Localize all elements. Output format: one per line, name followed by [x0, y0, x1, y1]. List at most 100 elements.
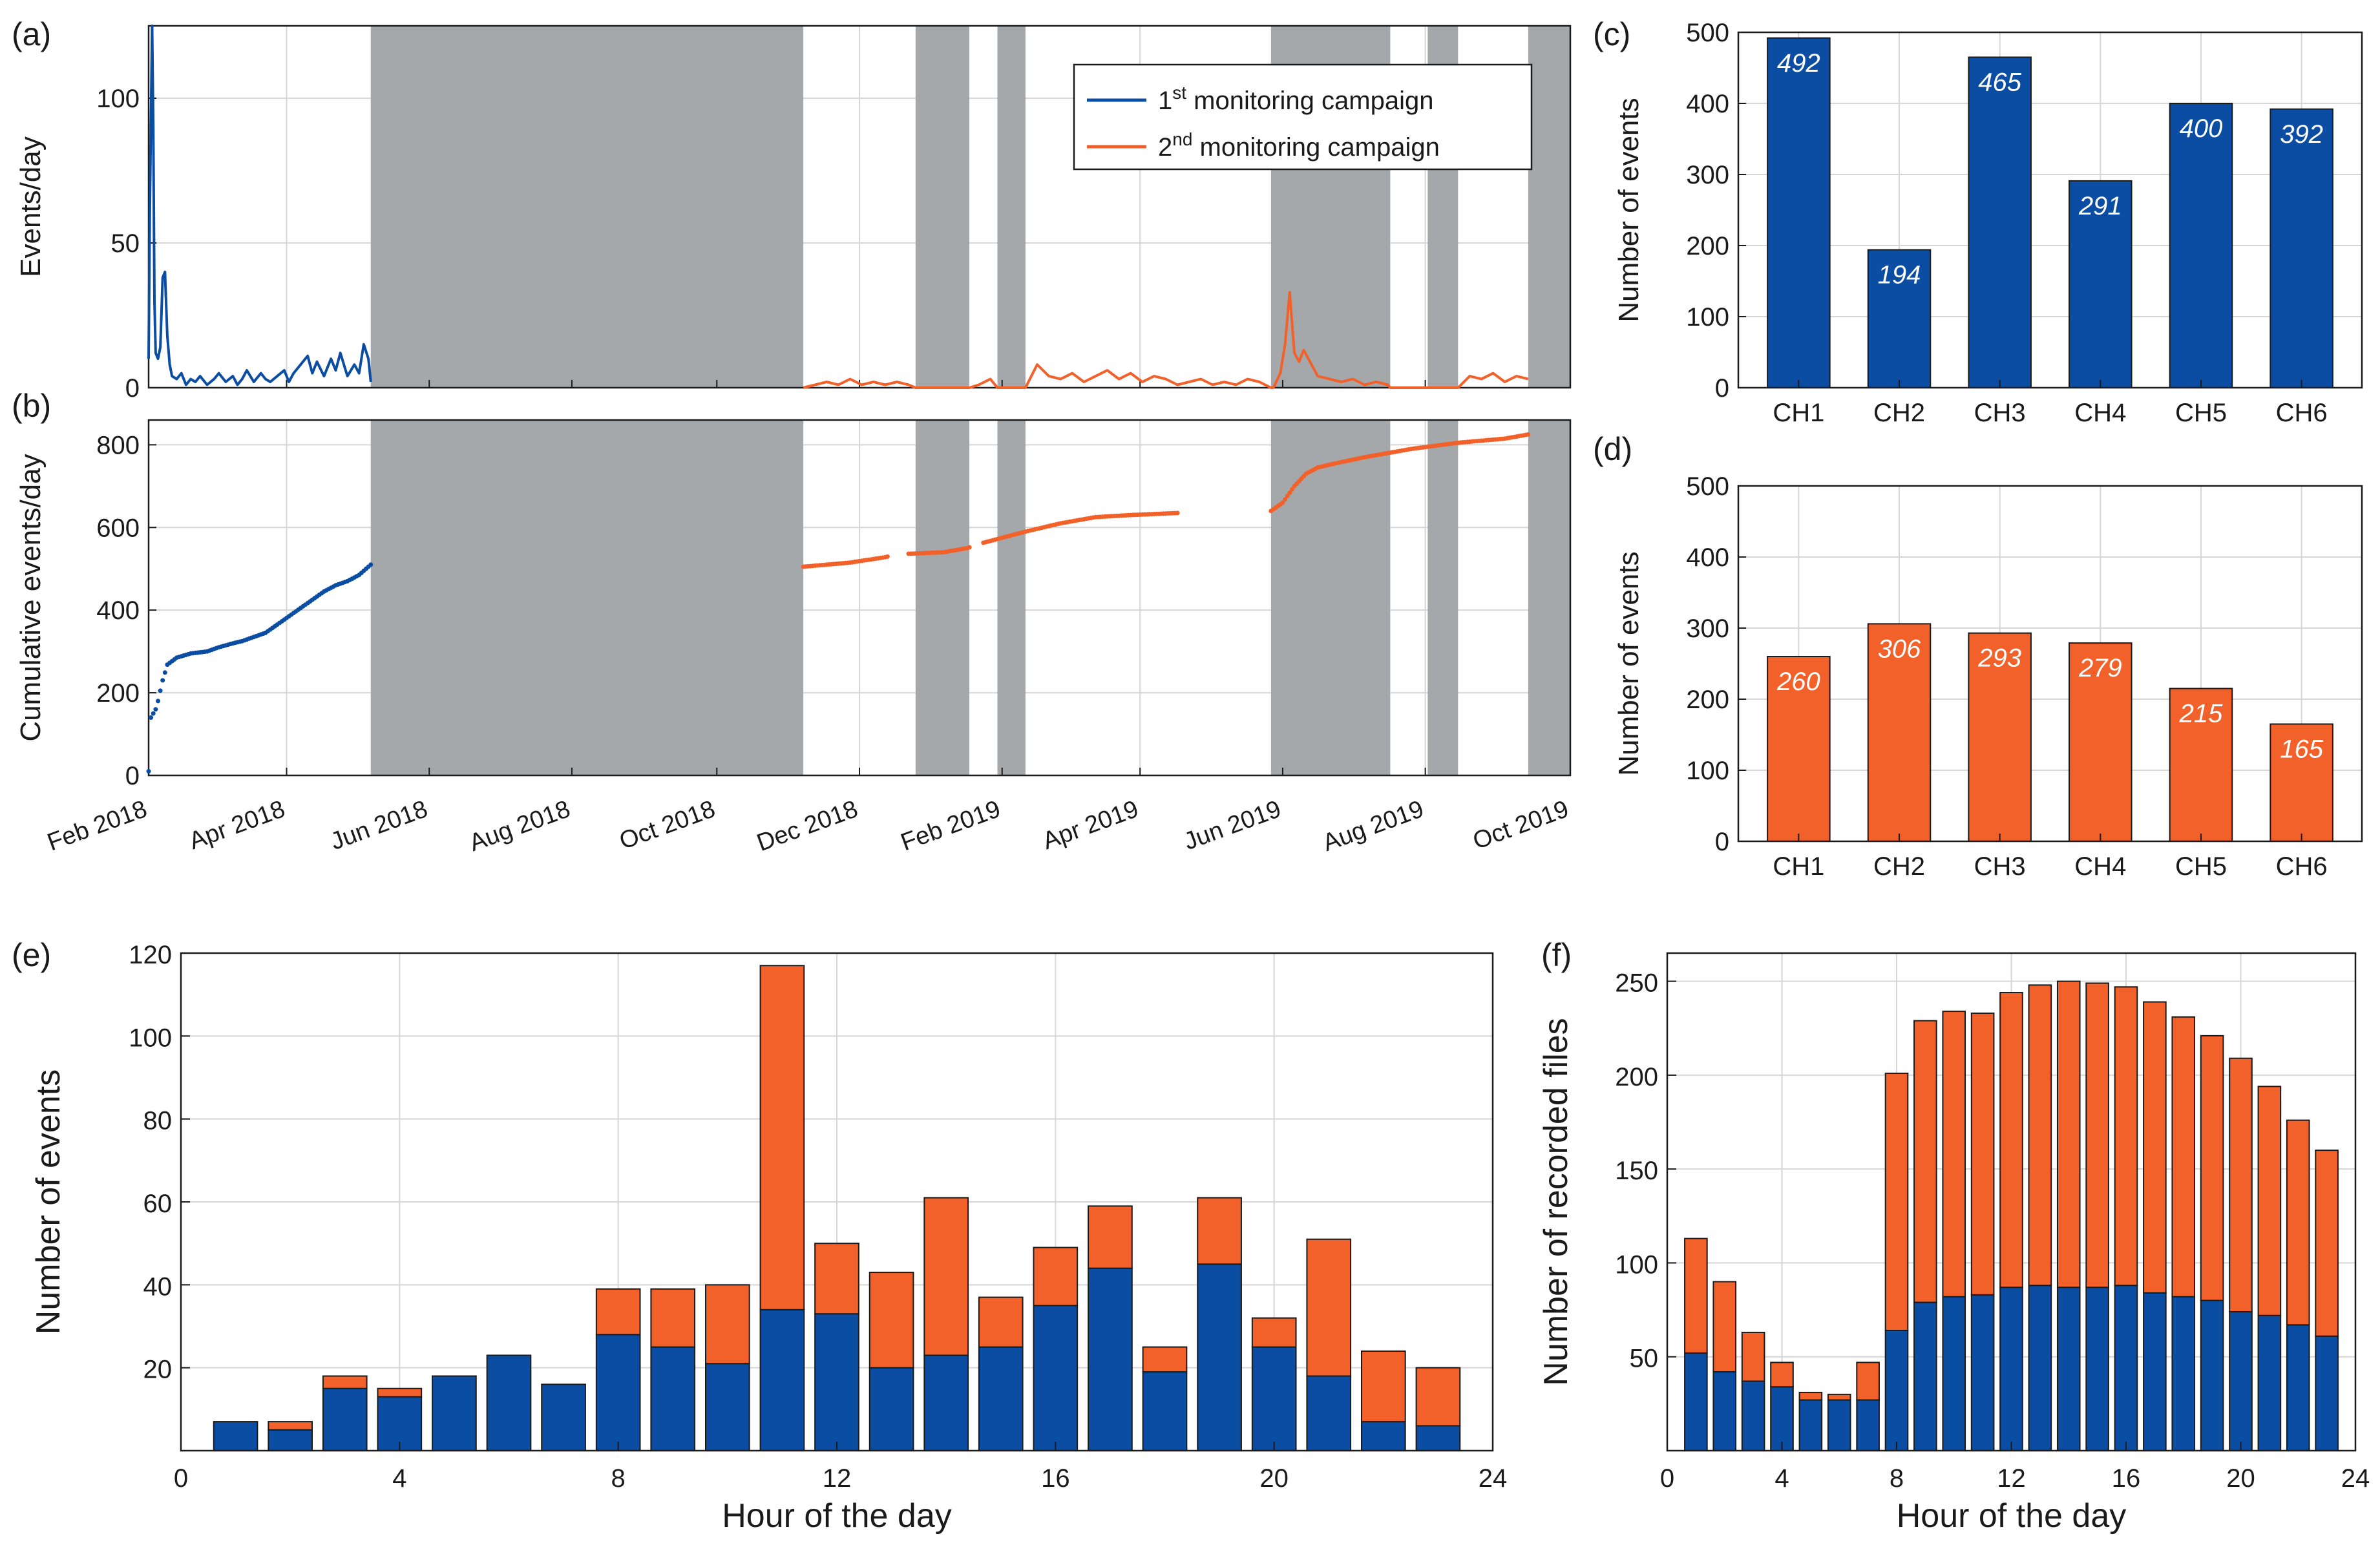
bar-2nd-campaign-hour-17	[1088, 1205, 1133, 1269]
x-axis-label: Hour of the day	[722, 1497, 952, 1535]
bar-1st-campaign-hour-15	[2085, 1287, 2109, 1451]
series-point-2	[885, 554, 890, 559]
bar-2nd-campaign-hour-12	[1999, 992, 2023, 1288]
series-line-2	[803, 291, 1529, 389]
bar-2nd-campaign-hour-23	[1415, 1367, 1461, 1427]
bar-1st-campaign-hour-23	[2315, 1335, 2339, 1451]
y-tick-label: 0	[1715, 374, 1729, 403]
bar-2nd-campaign-hour-1	[1684, 1237, 1708, 1354]
y-axis-label: Events/day	[15, 136, 47, 277]
bar-1st-campaign-hour-3	[322, 1387, 368, 1451]
bar-ch2	[1867, 249, 1932, 388]
bar-2nd-campaign-hour-3	[1741, 1331, 1765, 1382]
bar-1st-campaign-hour-9	[650, 1346, 696, 1451]
y-tick-label: 200	[1686, 686, 1729, 714]
y-tick-label: 20	[143, 1356, 173, 1384]
bar-1st-campaign-hour-18	[2171, 1296, 2196, 1451]
y-axis-label: Number of recorded files	[1537, 1018, 1575, 1385]
series-point-2	[1289, 487, 1294, 492]
x-tick-label: CH3	[1974, 852, 2026, 881]
y-tick-label: 100	[129, 1024, 172, 1052]
series-point-2	[1280, 500, 1285, 505]
series-line-1	[147, 25, 372, 386]
panel-label-e: (e)	[12, 937, 51, 973]
x-tick-label: 16	[1041, 1464, 1070, 1493]
series-point-2	[1285, 494, 1290, 499]
bar-1st-campaign-hour-17	[2143, 1292, 2167, 1452]
bar-1st-campaign-hour-12	[814, 1313, 859, 1451]
no-data-period	[370, 420, 804, 775]
bar-1st-campaign-hour-7	[1856, 1399, 1880, 1451]
bar-2nd-campaign-hour-2	[268, 1421, 313, 1431]
bar-1st-campaign-hour-16	[2114, 1285, 2138, 1451]
series-point-2	[1175, 510, 1180, 516]
axes-frame	[1737, 485, 2363, 843]
x-tick-label: CH3	[1974, 399, 2026, 427]
y-tick-label: 100	[1686, 303, 1729, 331]
panel-label-a: (a)	[12, 16, 51, 52]
bar-2nd-campaign-hour-17	[2143, 1001, 2167, 1294]
bar-2nd-campaign-hour-15	[978, 1296, 1024, 1348]
bar-1st-campaign-hour-1	[1684, 1352, 1708, 1452]
bar-value-label: 194	[1878, 261, 1921, 289]
y-tick-label: 400	[1686, 90, 1729, 118]
no-data-period	[1270, 420, 1391, 775]
bar-1st-campaign-hour-20	[2229, 1310, 2253, 1451]
panel-d-events-per-channel-2nd: 260 CH1 306 CH2 293 CH3 279 CH4 215 CH5 165 CH6 0 100…	[1613, 472, 2363, 881]
y-tick-label: 100	[96, 85, 140, 113]
bar-2nd-campaign-hour-21	[2257, 1086, 2282, 1316]
series-point-1	[156, 699, 160, 704]
x-tick-label: CH6	[2276, 399, 2328, 427]
bar-2nd-campaign-hour-18	[1142, 1346, 1188, 1373]
bar-ch1	[1767, 656, 1831, 842]
bar-2nd-campaign-hour-23	[2315, 1150, 2339, 1337]
series-point-1	[162, 670, 167, 675]
x-tick-label: Aug 2018	[466, 795, 574, 857]
bar-2nd-campaign-hour-12	[814, 1243, 859, 1315]
bar-2nd-campaign-hour-19	[2200, 1035, 2224, 1301]
x-tick-label: Apr 2018	[185, 795, 288, 855]
bar-ch5	[2169, 103, 2233, 388]
x-tick-label: 24	[1479, 1464, 1508, 1493]
x-axis-label: Hour of the day	[1897, 1497, 2127, 1535]
x-tick-label: CH6	[2276, 852, 2328, 881]
series-point-1	[160, 678, 165, 683]
series-point-2	[1526, 432, 1531, 437]
y-tick-label: 50	[111, 229, 140, 258]
y-tick-label: 400	[1686, 543, 1729, 572]
bar-ch2	[1867, 623, 1932, 843]
bar-1st-campaign-hour-12	[1999, 1287, 2023, 1451]
bar-ch4	[2069, 642, 2133, 842]
x-tick-label: CH4	[2074, 399, 2126, 427]
bar-1st-campaign-hour-7	[541, 1383, 586, 1451]
series-point-1	[151, 711, 156, 716]
legend-entry-text: monitoring campaign	[1186, 87, 1433, 115]
x-tick-label: 16	[2112, 1464, 2141, 1493]
bar-value-label: 291	[2078, 192, 2122, 220]
panel-label-c: (c)	[1593, 16, 1630, 52]
bar-ch3	[1968, 632, 2032, 842]
bar-1st-campaign-hour-2	[268, 1429, 313, 1452]
y-tick-label: 100	[1615, 1250, 1658, 1279]
bar-1st-campaign-hour-16	[1033, 1305, 1079, 1451]
bar-2nd-campaign-hour-6	[1827, 1393, 1851, 1401]
legend-entry-1: 1st monitoring campaign	[1158, 83, 1433, 115]
y-tick-label: 100	[1686, 757, 1729, 785]
bar-1st-campaign-hour-22	[1361, 1421, 1406, 1451]
bar-1st-campaign-hour-10	[1942, 1296, 1966, 1451]
bar-1st-campaign-hour-13	[869, 1367, 914, 1452]
bar-2nd-campaign-hour-14	[923, 1197, 969, 1356]
x-tick-label: CH1	[1773, 852, 1824, 881]
x-tick-label: Aug 2019	[1319, 795, 1427, 857]
y-tick-label: 300	[1686, 615, 1729, 643]
bar-value-label: 492	[1777, 49, 1820, 78]
bar-2nd-campaign-hour-13	[2028, 984, 2052, 1287]
y-tick-label: 600	[96, 514, 140, 542]
y-tick-label: 500	[1686, 472, 1729, 501]
y-axis-label: Number of events	[30, 1069, 67, 1334]
bar-2nd-campaign-hour-11	[759, 965, 805, 1310]
y-tick-label: 800	[96, 431, 140, 459]
x-tick-label: 20	[2226, 1464, 2255, 1493]
x-tick-label: Feb 2019	[898, 795, 1004, 856]
bar-1st-campaign-hour-1	[213, 1421, 258, 1451]
